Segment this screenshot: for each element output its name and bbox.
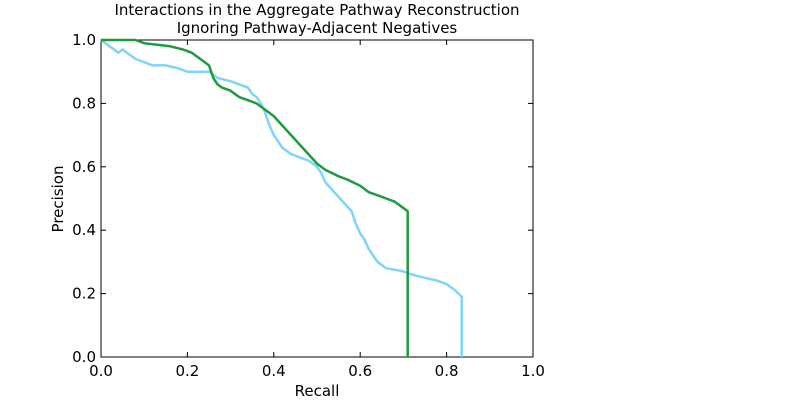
x-tick-label-0: 0.0 [89,362,113,380]
x-tick-label-4: 0.8 [435,362,459,380]
plot-area [100,39,534,358]
y-tick-label-2: 0.4 [72,221,96,239]
x-tick-label-1: 0.2 [175,362,199,380]
y-tick-label-0: 0.0 [72,348,96,366]
series-line-1 [101,38,409,357]
y-tick-label-4: 0.8 [72,94,96,112]
x-tick-label-5: 1.0 [521,362,545,380]
chart-title-line1: Interactions in the Aggregate Pathway Re… [114,1,519,19]
y-axis-label: Precision [49,166,67,233]
y-tick-label-5: 1.0 [72,31,96,49]
series-line-0 [100,38,463,357]
axis-ticks: 0.0 0.2 0.4 0.6 0.8 1.0 0.0 0.2 0.4 0.6 0.8 1.0 [72,31,545,380]
chart-title-line2: Ignoring Pathway-Adjacent Negatives [177,19,458,37]
x-tick-label-2: 0.4 [262,362,286,380]
x-tick-label-3: 0.6 [348,362,372,380]
y-tick-label-1: 0.2 [72,285,96,303]
data-series [100,38,463,357]
y-tick-label-3: 0.6 [72,158,96,176]
x-axis-label: Recall [295,382,340,400]
